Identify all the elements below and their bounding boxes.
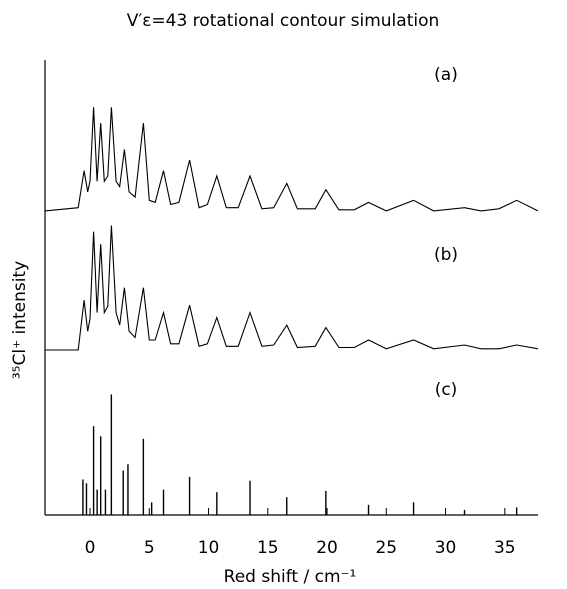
spectrum-line bbox=[44, 107, 539, 212]
x-axis-label: Red shift / cm⁻¹ bbox=[224, 567, 357, 587]
x-tick-label: 10 bbox=[198, 538, 220, 558]
spectrum-line bbox=[45, 225, 539, 351]
panel-label: (c) bbox=[435, 380, 458, 400]
x-tick-label: 25 bbox=[375, 538, 397, 558]
x-tick-label: 20 bbox=[316, 538, 338, 558]
panel-label: (a) bbox=[434, 65, 458, 85]
x-tick-label: 35 bbox=[494, 538, 516, 558]
panel-label: (b) bbox=[434, 245, 458, 265]
y-axis-label: ³⁵Cl⁺ intensity bbox=[10, 261, 30, 379]
chart-title: V′ε=43 rotational contour simulation bbox=[127, 11, 440, 31]
x-tick-label: 15 bbox=[257, 538, 279, 558]
x-tick-label: 30 bbox=[435, 538, 457, 558]
x-tick-label: 0 bbox=[85, 538, 96, 558]
x-tick-label: 5 bbox=[144, 538, 155, 558]
